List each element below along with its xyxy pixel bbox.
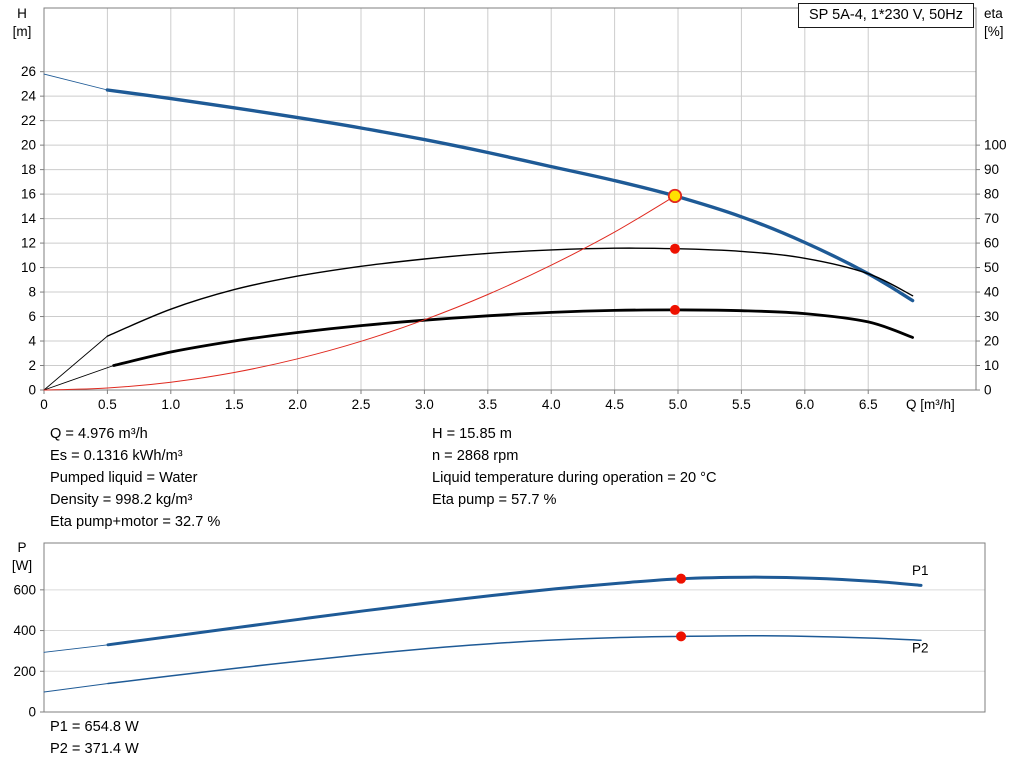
eta-axis-tick-label: 50 (984, 260, 999, 275)
q-axis-title: Q [m³/h] (906, 397, 955, 412)
head-readout: H = 15.85 m (432, 426, 512, 442)
head-curve-lead (43, 73, 108, 91)
h-axis-tick-label: 26 (21, 64, 36, 79)
eta-axis-tick-label: 0 (984, 383, 992, 398)
eta-axis-tick-label: 40 (984, 285, 999, 300)
q-axis-tick-label: 1.0 (161, 397, 180, 412)
flow-readout: Q = 4.976 m³/h (50, 426, 148, 442)
system-curve (43, 195, 676, 391)
duty-point[interactable] (667, 188, 683, 204)
p2-curve-lead (43, 683, 109, 693)
eta-pump-curve (106, 247, 914, 337)
plot-border (43, 542, 986, 713)
pumped-liquid-readout: Pumped liquid = Water (50, 470, 198, 486)
h-axis-title: H (17, 6, 27, 21)
h-axis-tick-label: 4 (28, 334, 36, 349)
power-point (676, 573, 687, 584)
h-axis-tick-label: 20 (21, 138, 36, 153)
p1-curve-lead (43, 644, 109, 653)
eta-axis-unit: [%] (984, 24, 1004, 39)
eta-pump-motor-curve (112, 308, 914, 367)
h-axis-tick-label: 12 (21, 236, 36, 251)
q-axis-tick-label: 5.0 (669, 397, 688, 412)
q-axis-tick-label: 2.5 (352, 397, 371, 412)
eta-axis-tick-label: 100 (984, 138, 1007, 153)
h-axis-tick-label: 18 (21, 162, 36, 177)
head-curve (105, 88, 915, 303)
h-axis-tick-label: 8 (28, 285, 36, 300)
p-axis-tick-label: 200 (13, 664, 36, 679)
power-chart: 0 200 400 600 P [W] P1 P2 (12, 540, 986, 719)
q-axis-tick-label: 2.0 (288, 397, 307, 412)
eta-axis-tick-label: 10 (984, 358, 999, 373)
q-axis-tick-label: 4.5 (605, 397, 624, 412)
p1-result: P1 = 654.8 W (50, 719, 139, 735)
h-axis-tick-label: 6 (28, 309, 36, 324)
h-axis-tick-label: 10 (21, 260, 36, 275)
eta-pump-motor-curve-lead (43, 365, 115, 391)
p-axis-unit: [W] (12, 558, 32, 573)
p-axis-tick-label: 600 (13, 582, 36, 597)
p-axis-title: P (17, 540, 26, 555)
h-axis-tick-label: 2 (28, 358, 36, 373)
eta-axis-tick-label: 20 (984, 334, 999, 349)
q-axis-tick-label: 0.5 (98, 397, 117, 412)
eta-axis-tick-label: 70 (984, 211, 999, 226)
speed-readout: n = 2868 rpm (432, 448, 519, 464)
curve-label-p2: P2 (912, 641, 929, 656)
eta-axis-tick-label: 90 (984, 162, 999, 177)
q-axis-tick-label: 1.5 (225, 397, 244, 412)
q-axis-tick-label: 6.5 (859, 397, 878, 412)
eta-axis-tick-label: 30 (984, 309, 999, 324)
p-axis-tick-label: 400 (13, 623, 36, 638)
q-axis-tick-label: 3.5 (478, 397, 497, 412)
specific-energy-readout: Es = 0.1316 kWh/m³ (50, 448, 183, 464)
eta-pump-readout: Eta pump = 57.7 % (432, 492, 557, 508)
q-axis-tick-label: 3.0 (415, 397, 434, 412)
p2-result: P2 = 371.4 W (50, 741, 139, 757)
p2-curve (107, 634, 922, 685)
h-axis-tick-label: 22 (21, 113, 36, 128)
q-axis-tick-label: 5.5 (732, 397, 751, 412)
h-axis-tick-label: 16 (21, 187, 36, 202)
qh-eta-chart: 0246810121416182022242601020304050607080… (13, 6, 1007, 412)
power-point (676, 631, 687, 642)
h-axis-tick-label: 14 (21, 211, 37, 226)
pump-model-box: SP 5A-4, 1*230 V, 50Hz (798, 3, 974, 28)
eta-pump-motor-readout: Eta pump+motor = 32.7 % (50, 514, 221, 530)
plot-border (43, 7, 977, 391)
efficiency-point (669, 243, 680, 254)
p1-curve (106, 575, 923, 647)
p-axis-tick-label: 0 (28, 705, 36, 719)
eta-pump-curve-lead (43, 335, 108, 391)
curve-label-p1: P1 (912, 563, 929, 578)
liquid-temperature-readout: Liquid temperature during operation = 20… (432, 470, 717, 486)
power-results: P1 = 654.8 W P2 = 371.4 W (50, 716, 139, 760)
pump-model-label: SP 5A-4, 1*230 V, 50Hz (809, 7, 963, 23)
density-readout: Density = 998.2 kg/m³ (50, 492, 193, 508)
eta-axis-title: eta (984, 6, 1003, 21)
operating-data-left-column: Q = 4.976 m³/h Es = 0.1316 kWh/m³ Pumped… (50, 423, 220, 533)
h-axis-unit: [m] (13, 24, 32, 39)
operating-data-right-column: H = 15.85 m n = 2868 rpm Liquid temperat… (432, 423, 717, 511)
h-axis-tick-label: 24 (21, 89, 37, 104)
efficiency-point (669, 304, 680, 315)
eta-axis-tick-label: 80 (984, 187, 999, 202)
q-axis-tick-label: 0 (40, 397, 48, 412)
q-axis-tick-label: 4.0 (542, 397, 561, 412)
eta-axis-tick-label: 60 (984, 236, 999, 251)
h-axis-tick-label: 0 (28, 383, 36, 398)
q-axis-tick-label: 6.0 (795, 397, 814, 412)
